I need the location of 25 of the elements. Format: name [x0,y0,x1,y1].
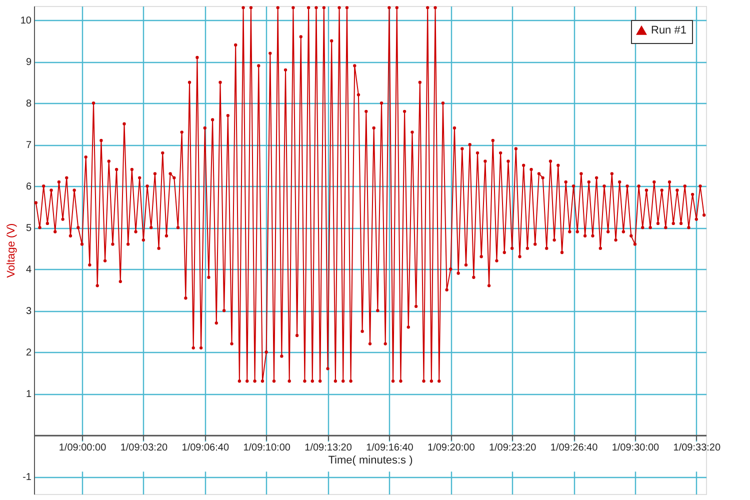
y-tick-label: 7 [26,140,32,152]
legend-label: Run #1 [651,24,686,36]
x-tick-label: 1/09:33:20 [673,442,721,454]
x-tick-label: 1/09:20:00 [428,442,476,454]
y-axis-title: Voltage (V) [5,223,18,278]
y-tick-label: 5 [26,223,32,234]
x-tick-label: 1/09:30:00 [612,442,660,454]
x-tick-label: 1/09:13:20 [304,442,352,454]
x-tick-label: 1/09:06:40 [182,442,230,454]
y-tick-label: 4 [26,264,32,276]
y-tick-label: 10 [20,16,32,27]
y-tick-label: 1 [26,389,32,400]
x-tick-label: 1/09:03:20 [120,442,168,454]
x-tick-label: 1/09:16:40 [366,442,414,454]
y-tick-label: 3 [26,306,32,318]
y-tick-label: 6 [26,182,32,193]
y-tick-label: 9 [26,57,32,68]
x-axis-title: Time( minutes:s ) [328,454,413,467]
x-tick-label: 1/09:00:00 [58,442,107,454]
x-tick-label: 1/09:10:00 [243,442,291,454]
x-tick-label: 1/09:23:20 [488,442,537,454]
y-tick-label: -1 [22,472,32,484]
y-tick-label: 2 [26,348,32,359]
y-tick-label: 8 [26,98,32,110]
x-tick-label: 1/09:26:40 [550,442,598,454]
